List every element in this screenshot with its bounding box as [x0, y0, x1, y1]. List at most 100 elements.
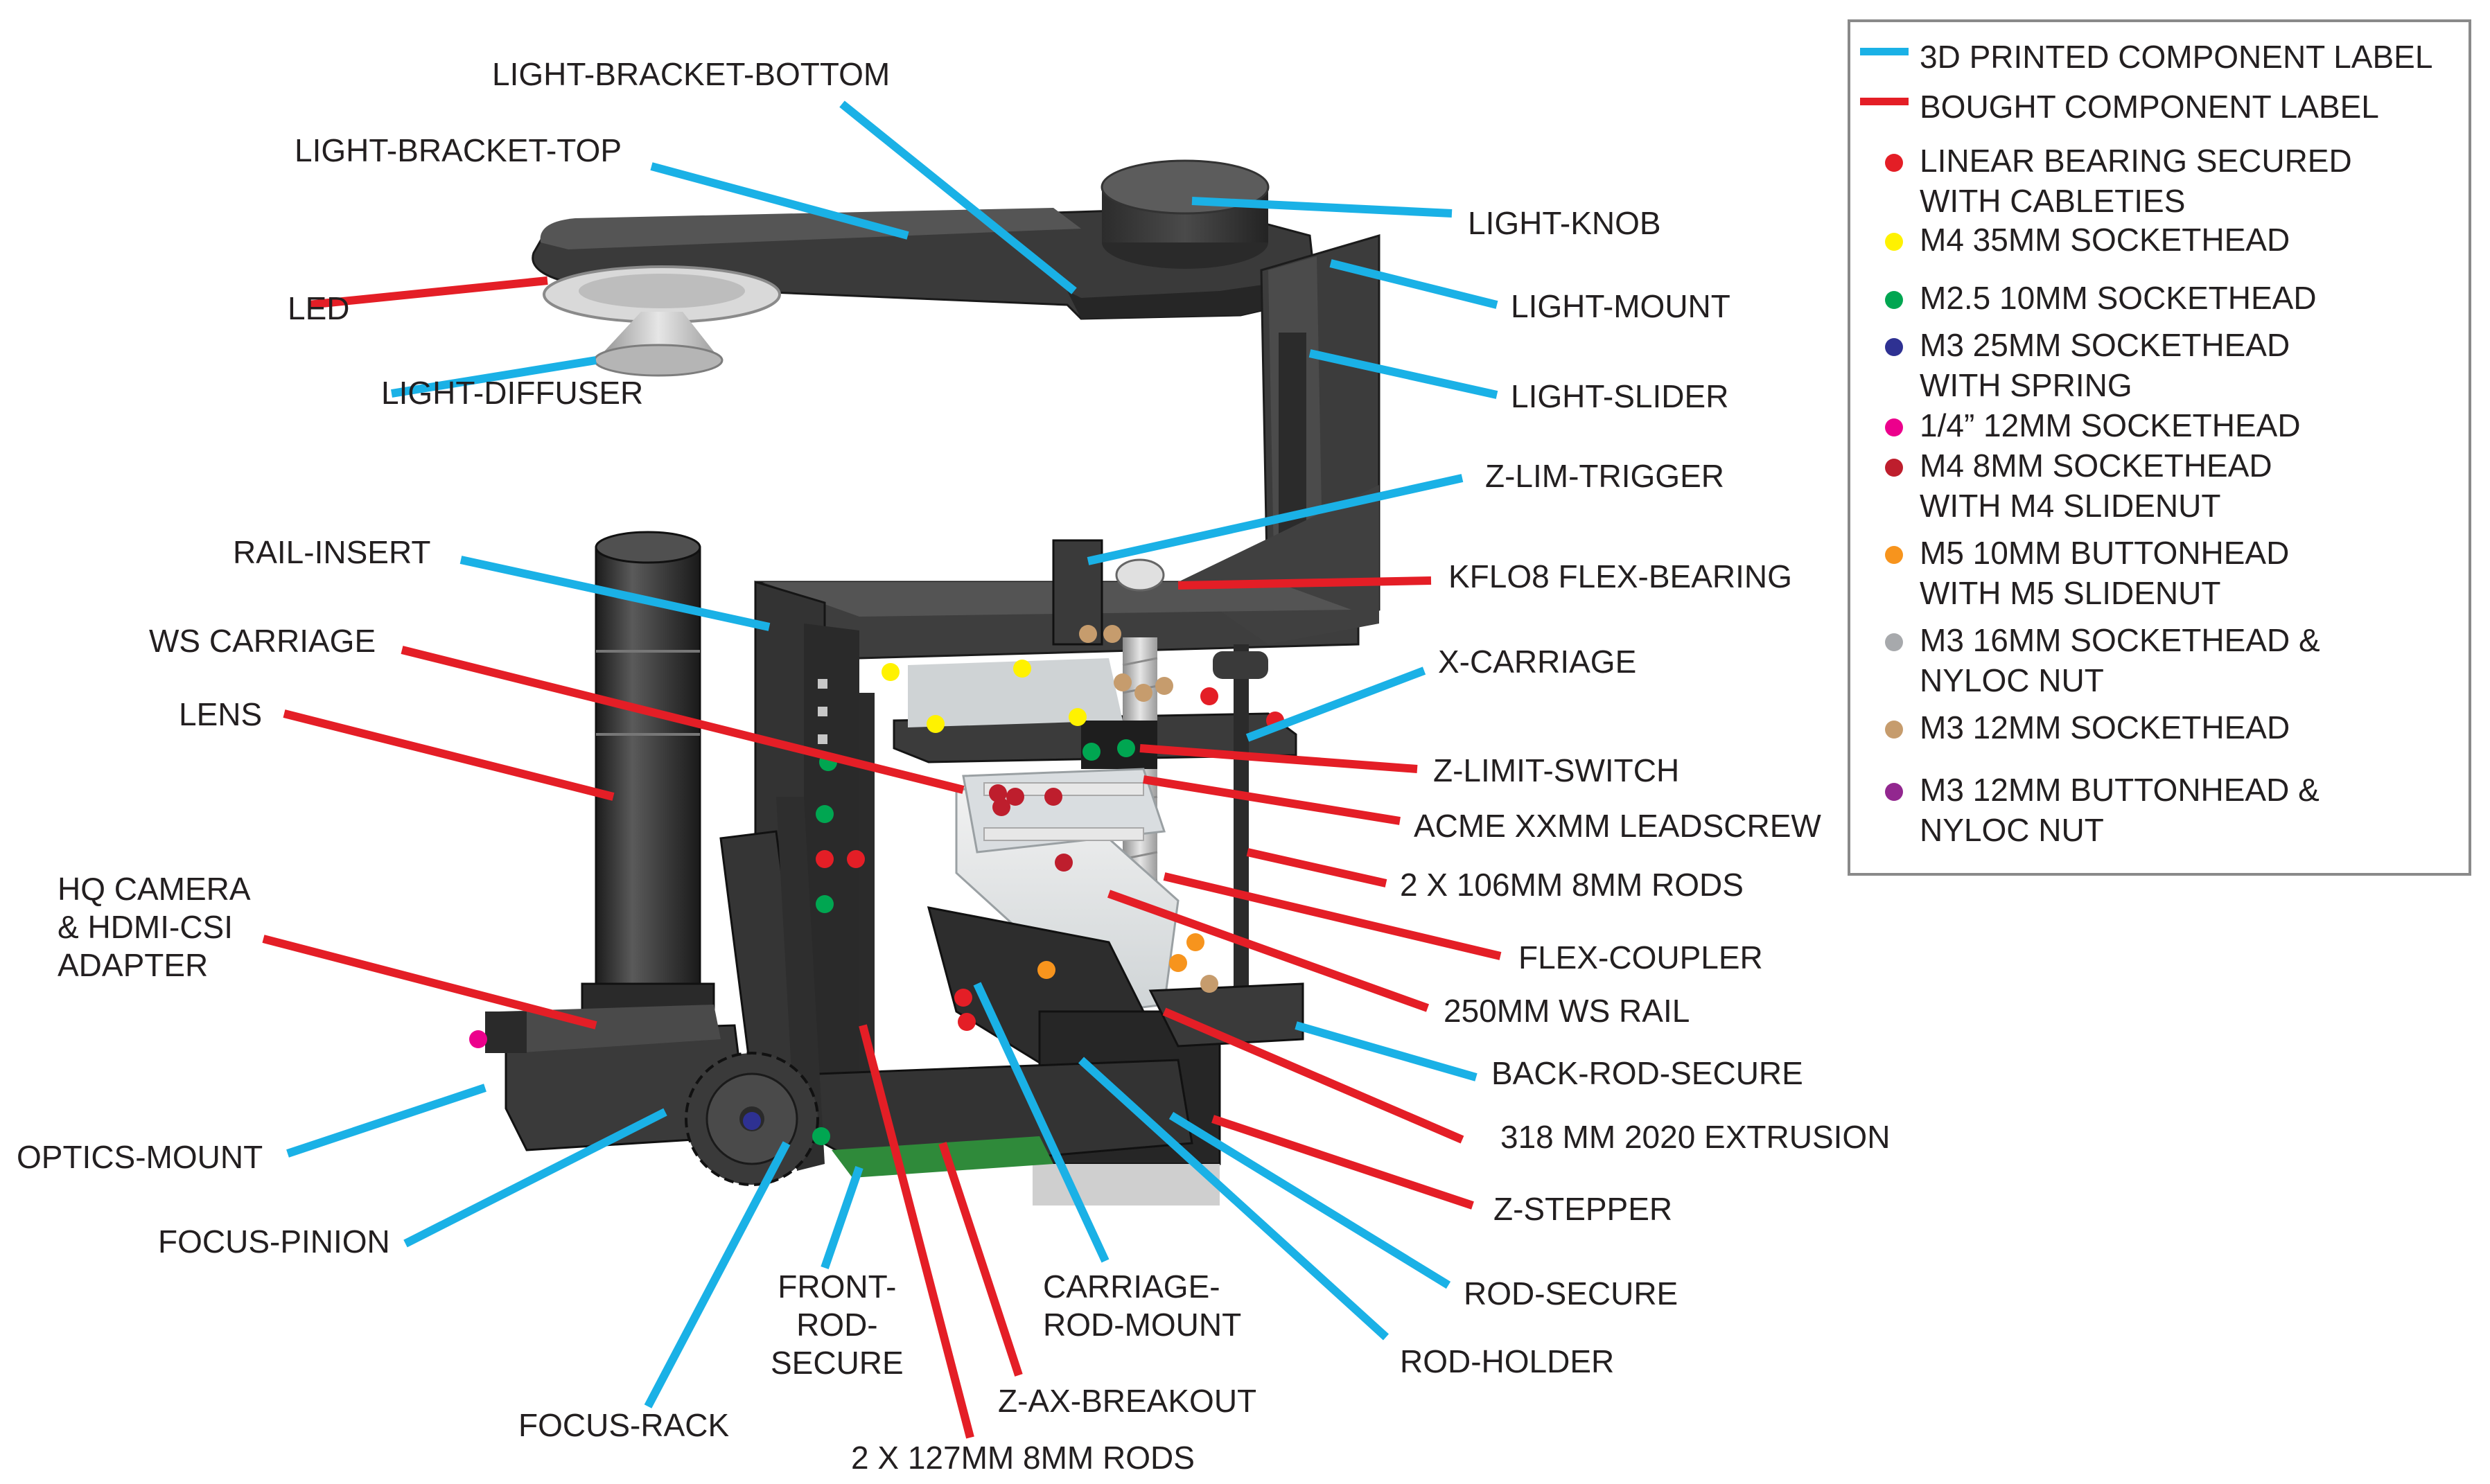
fastener-text-line: 1/4” 12MM SOCKETHEAD [1920, 407, 2301, 443]
callout-label: OPTICS-MOUNT [17, 1138, 263, 1176]
fastener-text: M5 10MM BUTTONHEAD WITH M5 SLIDENUT [1920, 533, 2289, 613]
fastener-text-line: WITH M4 SLIDENUT [1920, 487, 2221, 524]
callout-label-line: ROD-SECURE [1464, 1275, 1678, 1311]
callout-label-line: ROD-MOUNT [1043, 1307, 1242, 1343]
callout-label: BACK-ROD-SECURE [1491, 1054, 1803, 1093]
callout-label: KFLO8 FLEX-BEARING [1448, 558, 1792, 596]
callout-label-line: ADAPTER [58, 947, 209, 984]
callout-label-line: HQ CAMERA [58, 871, 251, 907]
fastener-dot-icon [1885, 721, 1903, 739]
fastener-text-line: LINEAR BEARING SECURED [1920, 143, 2352, 179]
leader-line [1191, 197, 1453, 218]
callout-label: 250MM WS RAIL [1444, 992, 1690, 1030]
fastener-text: M3 16MM SOCKETHEAD & NYLOC NUT [1920, 621, 2320, 700]
leader-line [1162, 1007, 1464, 1144]
fastener-text: M3 12MM SOCKETHEAD [1920, 708, 2290, 748]
bought-label-swatch [1860, 98, 1909, 105]
leader-line [401, 646, 965, 794]
callout-label-line: LIGHT-BRACKET-BOTTOM [492, 56, 891, 92]
callout-label: Z-STEPPER [1493, 1190, 1672, 1228]
callout-label-line: CARRIAGE- [1043, 1269, 1220, 1305]
leader-line [1143, 775, 1401, 825]
legend-bought-text: BOUGHT COMPONENT LABEL [1920, 89, 2379, 125]
fastener-text-line: NYLOC NUT [1920, 662, 2104, 698]
leader-line [1087, 474, 1464, 565]
callout-label-line: 2 X 127MM 8MM RODS [851, 1440, 1195, 1476]
leader-line [286, 1084, 486, 1158]
printed-label-swatch [1860, 48, 1909, 55]
callout-label: FOCUS-RACK [518, 1406, 729, 1445]
leader-line [859, 1024, 974, 1439]
callout-label: LIGHT-MOUNT [1511, 288, 1730, 326]
leader-line [1139, 744, 1418, 773]
fastener-dot-icon [1885, 633, 1903, 651]
callout-label: X-CARRIAGE [1438, 643, 1636, 681]
callout-label: 2 X 127MM 8MM RODS [851, 1439, 1195, 1477]
callout-label-line: LIGHT-KNOB [1468, 205, 1661, 241]
leader-line [1163, 872, 1502, 960]
callout-label: FLEX-COUPLER [1518, 939, 1763, 977]
leader-line [283, 709, 615, 801]
fastener-text: LINEAR BEARING SECURED WITH CABLETIES [1920, 141, 2352, 221]
callout-label-line: KFLO8 FLEX-BEARING [1448, 558, 1792, 594]
leader-line [1078, 1057, 1389, 1341]
callout-label: CARRIAGE- ROD-MOUNT [1043, 1268, 1241, 1344]
callout-label: Z-LIM-TRIGGER [1485, 457, 1724, 495]
callout-label: LIGHT-BRACKET-TOP [295, 132, 622, 170]
fastener-text-line: M3 25MM SOCKETHEAD [1920, 327, 2290, 363]
fastener-text: M2.5 10MM SOCKETHEAD [1920, 279, 2317, 319]
leader-line [1107, 890, 1430, 1012]
callout-label: Z-AX-BREAKOUT [998, 1382, 1256, 1420]
legend-box: 3D PRINTED COMPONENT LABEL BOUGHT COMPON… [1848, 19, 2471, 876]
leader-line [973, 982, 1110, 1263]
callout-label: HQ CAMERA & HDMI-CSI ADAPTER [58, 870, 251, 985]
leader-line [821, 1166, 863, 1269]
callout-label-line: Z-STEPPER [1493, 1191, 1673, 1227]
fastener-text-line: M3 12MM BUTTONHEAD & [1920, 772, 2320, 808]
lens-part [581, 531, 715, 1034]
leader-line [308, 276, 548, 309]
fastener-text-line: M3 12MM SOCKETHEAD [1920, 709, 2290, 745]
callout-label: LIGHT-BRACKET-BOTTOM [492, 55, 890, 94]
fastener-text: 1/4” 12MM SOCKETHEAD [1920, 406, 2301, 446]
callout-label: FOCUS-PINION [158, 1223, 390, 1261]
leader-line [650, 162, 909, 240]
callout-label: WS CARRIAGE [149, 622, 376, 660]
leader-line [403, 1108, 667, 1248]
callout-label-line: 2 X 106MM 8MM RODS [1400, 867, 1744, 903]
light-diffuser-part [593, 312, 724, 377]
callout-label: LIGHT-DIFFUSER [381, 374, 643, 412]
callout-label-line: Z-AX-BREAKOUT [998, 1383, 1257, 1419]
leader-line [1308, 349, 1498, 399]
callout-label: LENS [179, 696, 262, 734]
callout-label-line: Z-LIM-TRIGGER [1485, 458, 1724, 494]
leader-line [391, 356, 597, 398]
fastener-text-line: M3 16MM SOCKETHEAD & [1920, 622, 2320, 658]
callout-label-line: Z-LIMIT-SWITCH [1433, 752, 1680, 788]
leader-line [644, 1141, 791, 1408]
callout-label-line: SECURE [771, 1345, 904, 1381]
callout-label-line: FLEX-COUPLER [1518, 939, 1763, 975]
callout-label-line: ROD-HOLDER [1400, 1343, 1615, 1379]
callout-label-line: ROD- [796, 1307, 878, 1343]
leader-line [262, 935, 597, 1030]
callout-label: FRONT- ROD- SECURE [771, 1268, 904, 1383]
callout-label: ROD-HOLDER [1400, 1343, 1614, 1381]
leader-line [1211, 1115, 1474, 1210]
leader-line [1329, 259, 1498, 309]
callout-label: 2 X 106MM 8MM RODS [1400, 866, 1744, 904]
callout-label-line: X-CARRIAGE [1438, 644, 1637, 680]
callout-label: Z-LIMIT-SWITCH [1433, 752, 1679, 790]
callout-label-line: LIGHT-BRACKET-TOP [295, 132, 622, 168]
fastener-dot-icon [1885, 154, 1903, 172]
callout-label-line: OPTICS-MOUNT [17, 1139, 263, 1175]
callout-label: RAIL-INSERT [233, 533, 430, 572]
callout-leader-lines [262, 100, 1502, 1439]
leader-line [1295, 1021, 1478, 1081]
fastener-text-line: M4 35MM SOCKETHEAD [1920, 222, 2290, 258]
led-part [543, 265, 781, 324]
callout-label-line: ACME XXMM LEADSCREW [1414, 808, 1821, 844]
callout-label-line: LIGHT-SLIDER [1511, 378, 1729, 414]
fastener-dot-icon [1885, 233, 1903, 251]
